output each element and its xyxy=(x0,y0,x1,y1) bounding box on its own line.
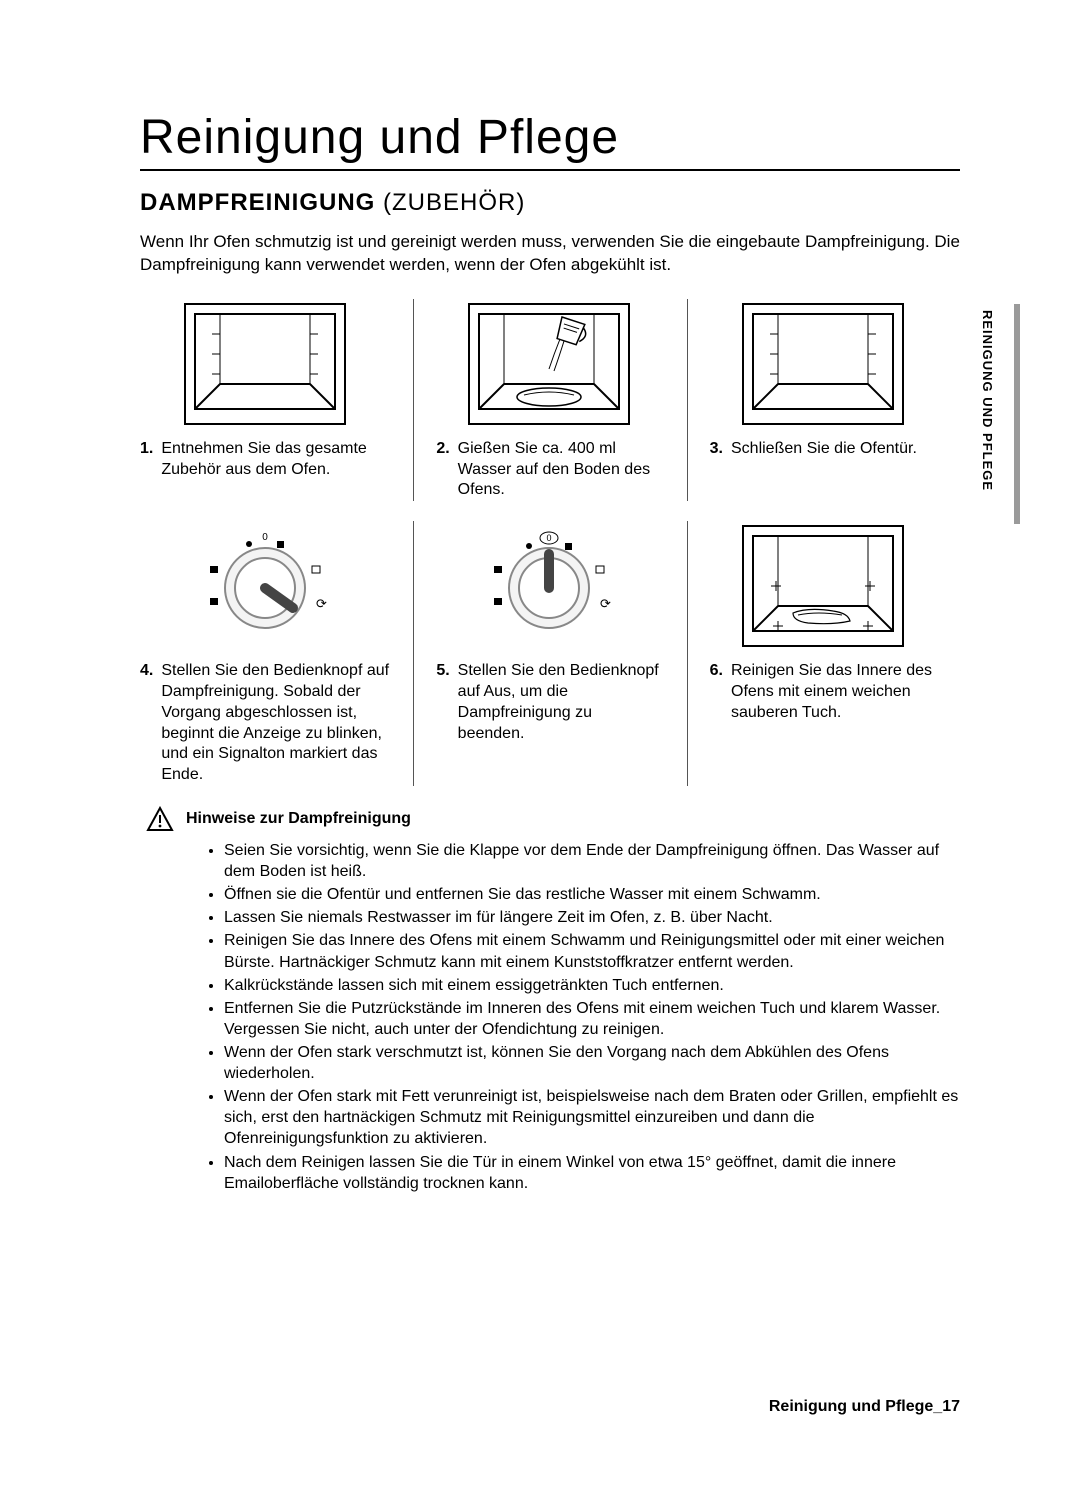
step-4-number: 4. xyxy=(140,661,153,786)
step-5-body: Stellen Sie den Bedienknopf auf Aus, um … xyxy=(458,661,663,744)
step-1-illustration xyxy=(180,299,350,429)
steps-row-1: 1. Entnehmen Sie das gesamte Zubehör aus… xyxy=(140,299,960,501)
oven-clean-icon xyxy=(738,521,908,651)
section-title-bold: DAMPFREINIGUNG xyxy=(140,189,375,216)
svg-text:⟳: ⟳ xyxy=(316,596,327,611)
steps-row-2: 0 ⟳ 4. Stellen Sie den Bedienknopf auf D… xyxy=(140,521,960,786)
side-tab-bar xyxy=(1014,304,1020,524)
step-2-illustration xyxy=(464,299,634,429)
step-1: 1. Entnehmen Sie das gesamte Zubehör aus… xyxy=(140,299,413,501)
step-4: 0 ⟳ 4. Stellen Sie den Bedienknopf auf D… xyxy=(140,521,413,786)
svg-text:0: 0 xyxy=(262,532,268,543)
warning-icon xyxy=(146,806,174,832)
manual-page: Reinigung und Pflege DAMPFREINIGUNG (ZUB… xyxy=(0,0,1080,1486)
hint-item: Öffnen sie die Ofentür und entfernen Sie… xyxy=(224,884,960,905)
step-6-body: Reinigen Sie das Innere des Ofens mit ei… xyxy=(731,661,936,723)
hint-item: Seien Sie vorsichtig, wenn Sie die Klapp… xyxy=(224,840,960,882)
step-4-illustration: 0 ⟳ xyxy=(180,521,350,651)
knob-steam-icon: 0 ⟳ xyxy=(195,526,335,646)
intro-paragraph: Wenn Ihr Ofen schmutzig ist und gereinig… xyxy=(140,231,960,277)
step-6-number: 6. xyxy=(710,661,723,723)
hint-item: Nach dem Reinigen lassen Sie die Tür in … xyxy=(224,1152,960,1194)
hint-item: Wenn der Ofen stark mit Fett verunreinig… xyxy=(224,1086,960,1149)
side-tab-label: REINIGUNG UND PFLEGE xyxy=(980,310,995,491)
oven-closed-icon xyxy=(738,299,908,429)
hints-section: Hinweise zur Dampfreinigung Seien Sie vo… xyxy=(140,806,960,1194)
hint-item: Reinigen Sie das Innere des Ofens mit ei… xyxy=(224,930,960,972)
step-1-number: 1. xyxy=(140,439,153,481)
oven-pour-water-icon xyxy=(464,299,634,429)
step-3: 3. Schließen Sie die Ofentür. xyxy=(687,299,960,501)
section-title: DAMPFREINIGUNG (ZUBEHÖR) xyxy=(140,189,960,217)
hint-item: Wenn der Ofen stark verschmutzt ist, kön… xyxy=(224,1042,960,1084)
step-2: 2. Gießen Sie ca. 400 ml Wasser auf den … xyxy=(413,299,686,501)
hint-item: Entfernen Sie die Putzrückstände im Inne… xyxy=(224,998,960,1040)
section-title-light: (ZUBEHÖR) xyxy=(375,189,525,216)
step-3-text: 3. Schließen Sie die Ofentür. xyxy=(710,439,936,460)
step-5: 0 ⟳ 5. Stellen Sie den Bedienknopf auf A… xyxy=(413,521,686,786)
step-4-text: 4. Stellen Sie den Bedienknopf auf Dampf… xyxy=(140,661,389,786)
step-5-illustration: 0 ⟳ xyxy=(464,521,634,651)
svg-text:⟳: ⟳ xyxy=(600,596,611,611)
step-1-text: 1. Entnehmen Sie das gesamte Zubehör aus… xyxy=(140,439,389,481)
svg-text:0: 0 xyxy=(547,533,552,543)
hint-item: Lassen Sie niemals Restwasser im für län… xyxy=(224,907,960,928)
chapter-title: Reinigung und Pflege xyxy=(140,110,960,171)
hints-list: Seien Sie vorsichtig, wenn Sie die Klapp… xyxy=(140,840,960,1194)
hints-header: Hinweise zur Dampfreinigung xyxy=(146,806,960,832)
step-3-number: 3. xyxy=(710,439,723,460)
hints-title: Hinweise zur Dampfreinigung xyxy=(186,810,411,828)
step-2-body: Gießen Sie ca. 400 ml Wasser auf den Bod… xyxy=(458,439,663,501)
step-4-body: Stellen Sie den Bedienknopf auf Dampfrei… xyxy=(161,661,389,786)
step-1-body: Entnehmen Sie das gesamte Zubehör aus de… xyxy=(161,439,389,481)
step-6: 6. Reinigen Sie das Innere des Ofens mit… xyxy=(687,521,960,786)
step-2-number: 2. xyxy=(436,439,449,501)
page-footer: Reinigung und Pflege_17 xyxy=(769,1398,960,1416)
side-tab: REINIGUNG UND PFLEGE xyxy=(980,310,1002,710)
step-6-illustration xyxy=(738,521,908,651)
step-5-number: 5. xyxy=(436,661,449,744)
knob-off-icon: 0 ⟳ xyxy=(479,526,619,646)
oven-empty-icon xyxy=(180,299,350,429)
step-6-text: 6. Reinigen Sie das Innere des Ofens mit… xyxy=(710,661,936,723)
step-2-text: 2. Gießen Sie ca. 400 ml Wasser auf den … xyxy=(436,439,662,501)
step-3-illustration xyxy=(738,299,908,429)
step-3-body: Schließen Sie die Ofentür. xyxy=(731,439,917,460)
hint-item: Kalkrückstände lassen sich mit einem ess… xyxy=(224,975,960,996)
step-5-text: 5. Stellen Sie den Bedienknopf auf Aus, … xyxy=(436,661,662,744)
